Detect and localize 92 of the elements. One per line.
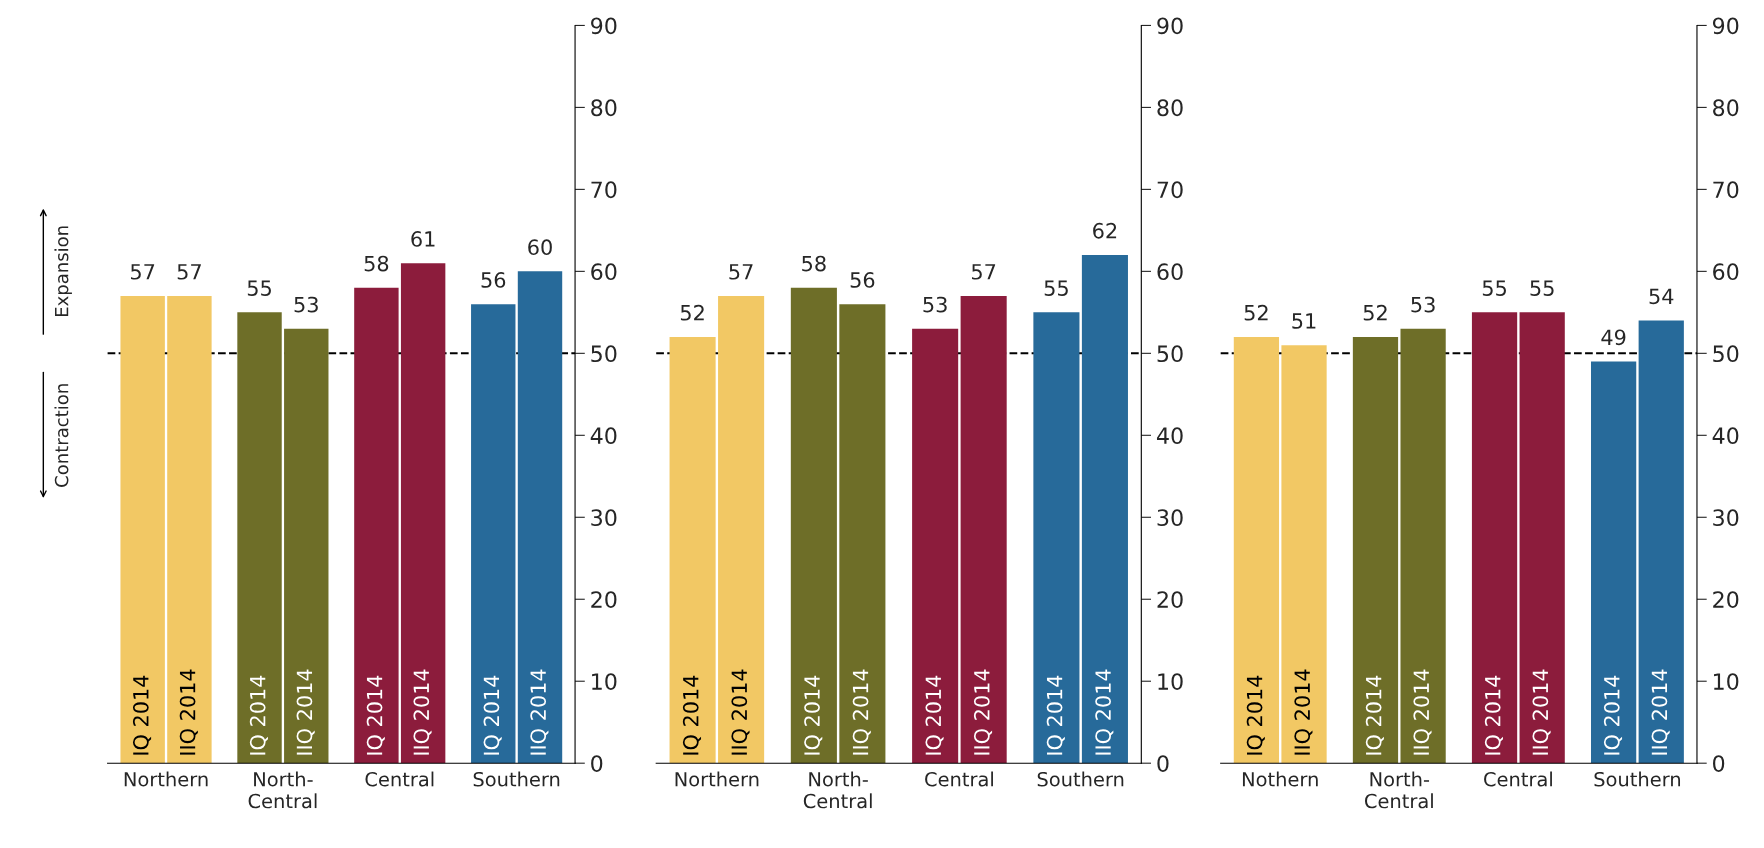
data-label: 51	[1292, 313, 1316, 329]
data-label: 58	[802, 255, 826, 272]
text: IIQ 2014	[1532, 669, 1551, 755]
data-label: 56	[850, 272, 875, 288]
data-label: 57	[131, 264, 155, 280]
data-label: 53	[1411, 296, 1435, 313]
data-label: 57	[729, 264, 753, 280]
data-label: 54	[1649, 288, 1674, 305]
y-tick-label: 30	[591, 509, 617, 527]
text: Contraction	[54, 384, 69, 487]
y-tick-label: 60	[1713, 263, 1739, 281]
y-tick-label: 90	[1157, 17, 1183, 35]
x-tick-label: North- Central	[1364, 771, 1433, 809]
data-label: 57	[177, 264, 201, 280]
y-tick-label: 50	[591, 345, 617, 363]
x-tick-label: Central	[1484, 771, 1552, 787]
text: IQ 2014	[804, 675, 823, 755]
text: IIQ 2014	[530, 669, 549, 755]
text: IQ 2014	[1046, 675, 1065, 755]
series-label: IIQ 2014	[179, 669, 198, 755]
data-label: 52	[1363, 304, 1387, 321]
text: IQ 2014	[249, 675, 268, 755]
series-label: IIQ 2014	[731, 669, 750, 755]
data-label: 62	[1093, 222, 1117, 239]
data-label: 58	[364, 255, 389, 272]
y-tick-label: 80	[591, 99, 617, 117]
series-label: IQ 2014	[1246, 675, 1265, 755]
x-tick-label: Northern	[124, 771, 208, 787]
y-tick-label: 0	[591, 755, 603, 772]
text: IQ 2014	[366, 675, 385, 755]
x-tick-label: North- Central	[803, 771, 872, 809]
y-tick-label: 80	[1713, 99, 1739, 117]
y-tick-label: 90	[591, 17, 617, 35]
x-tick-label: Nothern	[1242, 771, 1318, 787]
y-tick-label: 20	[1157, 591, 1183, 609]
x-tick-label: Southern	[1037, 771, 1124, 787]
text: IQ 2014	[1603, 675, 1623, 755]
data-label: 60	[528, 239, 552, 256]
y-tick-label: 20	[1713, 591, 1739, 609]
text: IIQ 2014	[296, 669, 315, 755]
text: IQ 2014	[925, 675, 944, 755]
y-tick-label: 0	[1157, 755, 1169, 772]
y-tick-label: 60	[1157, 263, 1183, 281]
x-tick-label: Central	[365, 771, 434, 787]
y-tick-label: 50	[1157, 345, 1183, 363]
x-tick-label: North- Central	[248, 771, 317, 809]
data-label: 52	[680, 304, 704, 321]
series-label: IQ 2014	[682, 675, 702, 755]
y-tick-label: 10	[1158, 673, 1183, 690]
text: IIQ 2014	[852, 669, 871, 755]
y-tick-label: 80	[1157, 99, 1183, 117]
text: IQ 2014	[1484, 675, 1503, 755]
y-tick-label: 10	[1713, 673, 1739, 690]
text: IIQ 2014	[1413, 669, 1432, 755]
y-tick-label: 50	[1713, 345, 1739, 363]
data-label: 53	[294, 296, 318, 313]
y-tick-label: 40	[1156, 427, 1183, 445]
x-tick-label: Southern	[1594, 771, 1681, 787]
text: IIQ 2014	[1651, 669, 1670, 755]
x-tick-label: Central	[925, 771, 993, 787]
text: IIQ 2014	[1095, 669, 1114, 755]
y-tick-label: 30	[1713, 509, 1739, 527]
data-label: 52	[1244, 304, 1268, 321]
data-label: 55	[1482, 280, 1506, 297]
y-tick-label: 70	[1713, 181, 1739, 199]
text: IQ 2014	[483, 675, 502, 755]
data-label: 55	[247, 280, 271, 297]
x-tick-label: Northern	[675, 771, 759, 787]
text: IIQ 2014	[973, 669, 993, 755]
text: IQ 2014	[1365, 675, 1384, 755]
y-tick-label: 60	[591, 263, 617, 281]
y-tick-label: 70	[1157, 181, 1183, 199]
text: Expansion	[54, 226, 72, 317]
data-label: 56	[481, 272, 506, 288]
text: IIQ 2014	[413, 669, 432, 755]
series-label: IIQ 2014	[1294, 669, 1313, 755]
data-label: 49	[1601, 329, 1626, 346]
data-label: 57	[972, 264, 996, 280]
data-label: 55	[1530, 280, 1554, 297]
y-tick-label: 70	[591, 181, 617, 199]
data-label: 61	[411, 231, 435, 247]
y-tick-label: 40	[590, 427, 617, 445]
y-tick-label: 90	[1712, 17, 1739, 35]
series-label: IQ 2014	[132, 675, 152, 755]
y-tick-label: 10	[592, 673, 617, 690]
data-label: 53	[923, 296, 947, 313]
y-tick-label: 0	[1713, 755, 1725, 772]
x-tick-label: Southern	[473, 771, 560, 787]
data-label: 55	[1044, 280, 1068, 297]
y-tick-label: 20	[591, 591, 617, 609]
y-tick-label: 40	[1712, 427, 1739, 445]
y-tick-label: 30	[1157, 509, 1183, 527]
